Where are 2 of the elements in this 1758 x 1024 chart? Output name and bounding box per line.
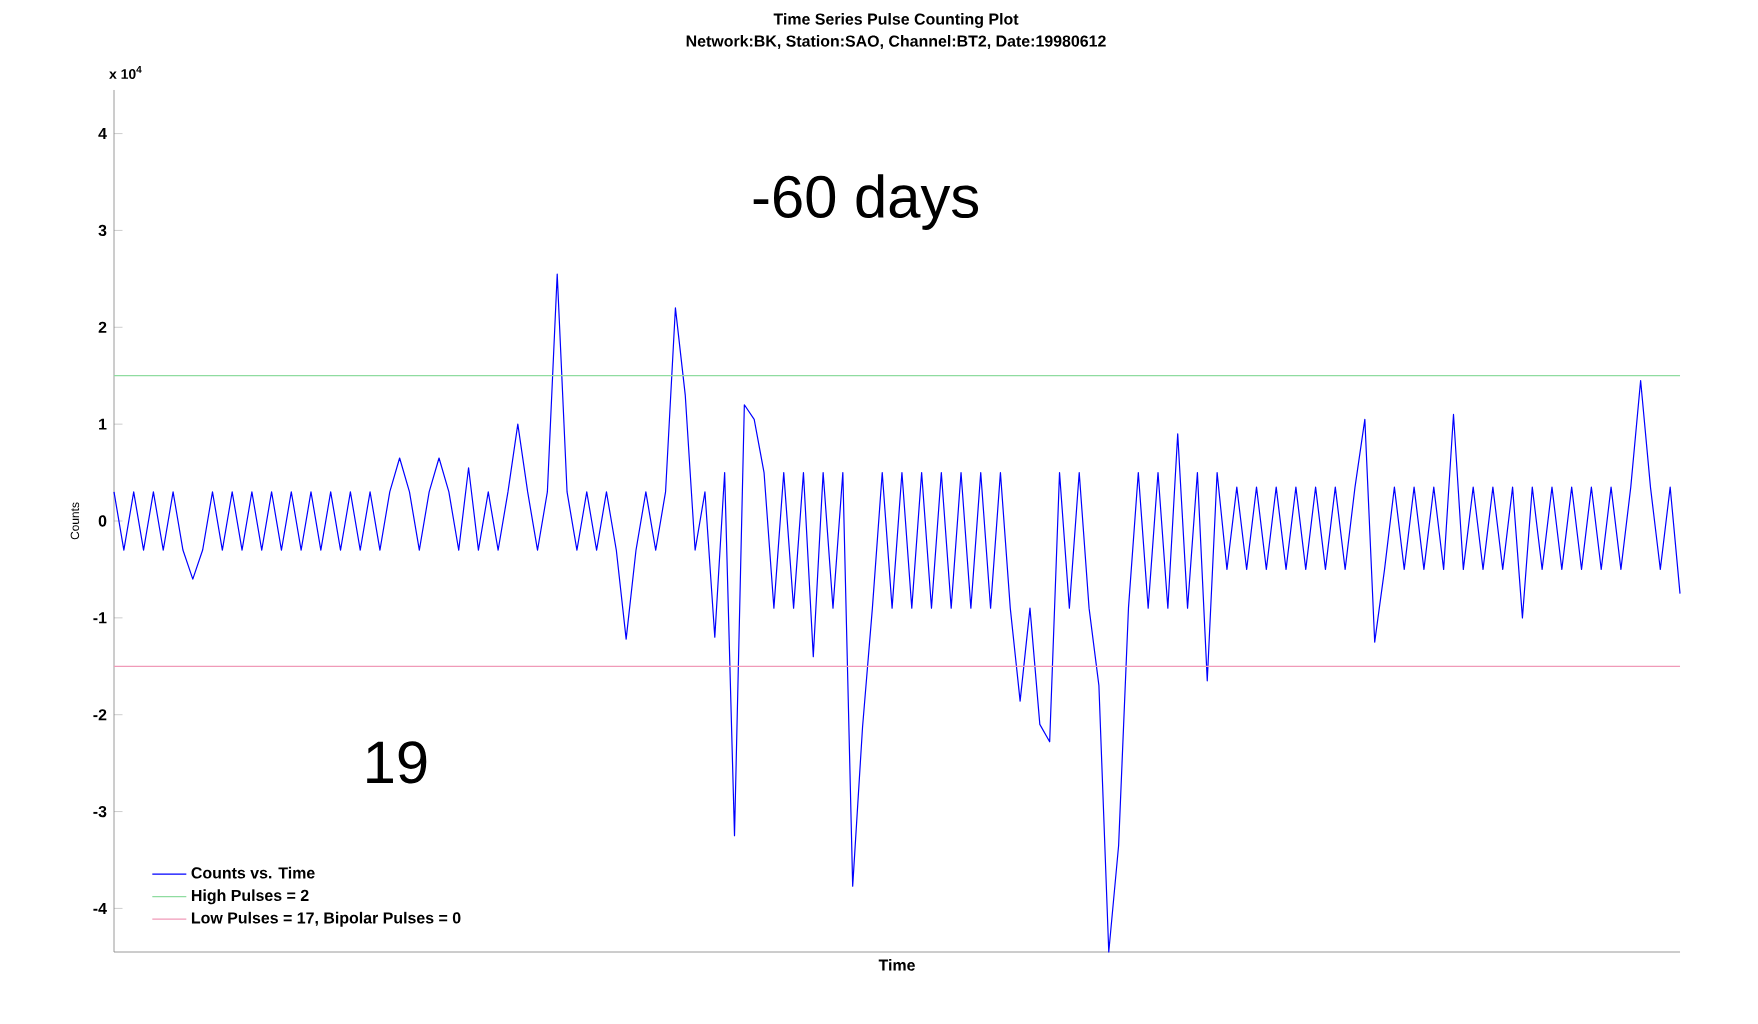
- annotation: -60 days: [753, 174, 979, 230]
- annotation: 19: [367, 741, 427, 784]
